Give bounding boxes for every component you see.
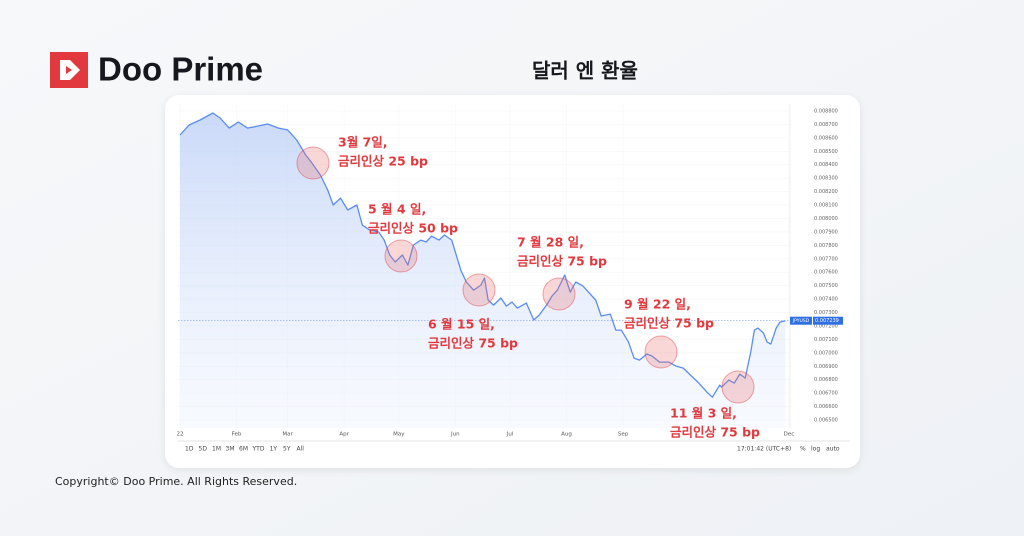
y-tick-label: 0.008700	[814, 122, 838, 128]
annotation-date: 3월 7일,	[338, 135, 388, 150]
symbol-label: JPYUSD	[792, 318, 810, 324]
y-tick-label: 0.007500	[814, 283, 838, 289]
x-tick-label: Aug	[561, 432, 572, 438]
event-marker	[542, 277, 576, 311]
annotation-date: 5 월 4 일,	[368, 202, 426, 217]
annotation-date: 7 월 28 일,	[517, 235, 584, 250]
chart-option[interactable]: %	[800, 446, 806, 453]
logo	[50, 52, 88, 88]
annotation-text: 금리인상 50 bp	[368, 221, 458, 236]
timezone: 17:01:42 (UTC+8)	[737, 446, 791, 453]
range-button[interactable]: 6M	[239, 446, 248, 453]
y-tick-label: 0.006500	[814, 418, 838, 424]
annotation-text: 금리인상 25 bp	[338, 154, 428, 169]
y-tick-label: 0.008500	[814, 149, 838, 155]
x-tick-label: Jun	[450, 432, 460, 438]
y-tick-label: 0.007900	[814, 229, 838, 235]
logo-mark-inner	[66, 66, 72, 74]
x-tick-label: May	[393, 432, 405, 438]
y-tick-label: 0.006600	[814, 404, 838, 410]
y-tick-label: 0.008000	[814, 216, 838, 222]
x-tick-label: Apr	[339, 432, 349, 438]
event-marker	[721, 370, 755, 404]
range-button[interactable]: 5D	[199, 446, 208, 453]
range-button[interactable]: 5Y	[283, 446, 291, 453]
range-button[interactable]: 1M	[212, 446, 221, 453]
event-marker	[644, 335, 678, 369]
annotation-text: 금리인상 75 bp	[670, 425, 760, 440]
annotation-date: 9 월 22 일,	[624, 297, 691, 312]
range-button[interactable]: 1D	[185, 446, 194, 453]
y-tick-label: 0.008800	[814, 109, 838, 115]
y-tick-label: 0.007800	[814, 243, 838, 249]
y-tick-label: 0.006800	[814, 377, 838, 383]
copyright: Copyright© Doo Prime. All Rights Reserve…	[55, 475, 297, 488]
y-tick-label: 0.007600	[814, 270, 838, 276]
brand: Doo Prime	[98, 51, 263, 88]
line	[179, 112, 786, 398]
chart-option[interactable]: log	[811, 446, 820, 453]
y-tick-label: 0.006900	[814, 364, 838, 370]
y-tick-label: 0.007400	[814, 297, 838, 303]
symbol-tag	[790, 316, 812, 325]
area	[180, 113, 786, 428]
y-tick-label: 0.007100	[814, 337, 838, 343]
event-marker	[296, 146, 330, 180]
y-tick-label: 0.006700	[814, 391, 838, 397]
range-button[interactable]: YTD	[252, 446, 265, 453]
range-button[interactable]: 1Y	[270, 446, 278, 453]
price-label: 0.007239	[815, 318, 839, 324]
range-button[interactable]: All	[297, 446, 305, 453]
event-marker	[384, 239, 418, 273]
y-tick-label: 0.007300	[814, 310, 838, 316]
y-tick-label: 0.008300	[814, 176, 838, 182]
x-tick-label: Sep	[618, 432, 629, 438]
page-title: 달러 엔 환율	[532, 59, 638, 83]
x-tick-label: Dec	[784, 432, 795, 438]
y-tick-label: 0.007000	[814, 350, 838, 356]
x-tick-label: Feb	[232, 432, 242, 438]
range-button[interactable]: 3M	[226, 446, 235, 453]
y-tick-label: 0.008600	[814, 135, 838, 141]
y-tick-label: 0.008200	[814, 189, 838, 195]
annotation-text: 금리인상 75 bp	[517, 254, 607, 269]
y-tick-label: 0.008100	[814, 203, 838, 209]
y-tick-label: 0.007700	[814, 256, 838, 262]
annotation-text: 금리인상 75 bp	[624, 316, 714, 331]
x-tick-label: Jul	[506, 432, 514, 438]
y-tick-label: 0.007200	[814, 323, 838, 329]
annotation-date: 11 월 3 일,	[670, 406, 737, 421]
chart-option[interactable]: auto	[826, 446, 840, 453]
x-tick-label: Mar	[282, 432, 293, 438]
plot: 0.006500 0.006600 0.006700 0.006800 0.006900…	[177, 104, 843, 453]
annotation-text: 금리인상 75 bp	[428, 336, 518, 351]
x-tick-label: 22	[177, 432, 184, 438]
price-tag	[813, 316, 843, 325]
y-tick-label: 0.008400	[814, 162, 838, 168]
event-marker	[462, 273, 496, 307]
annotation-date: 6 월 15 일,	[428, 317, 495, 332]
